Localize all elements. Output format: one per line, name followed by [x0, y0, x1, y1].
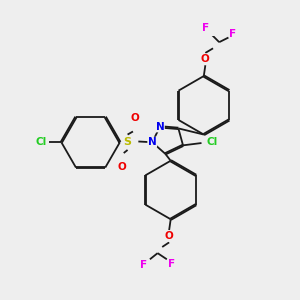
Text: N: N [155, 122, 164, 132]
Text: F: F [230, 29, 237, 40]
Text: F: F [140, 260, 147, 271]
Text: O: O [201, 54, 210, 64]
Text: O: O [131, 112, 140, 123]
Text: S: S [124, 137, 132, 147]
Text: F: F [202, 23, 209, 33]
Text: F: F [168, 259, 175, 269]
Text: Cl: Cl [207, 137, 218, 147]
Text: N: N [148, 137, 157, 147]
Text: O: O [117, 162, 126, 172]
Text: Cl: Cl [36, 137, 47, 147]
Text: O: O [165, 231, 173, 241]
